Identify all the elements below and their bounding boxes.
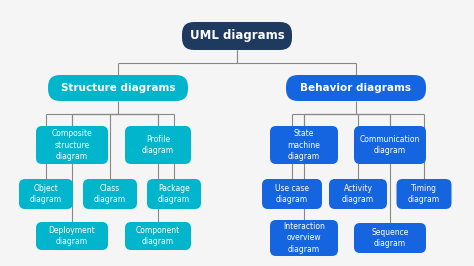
- Text: Timing
diagram: Timing diagram: [408, 184, 440, 204]
- FancyBboxPatch shape: [125, 222, 191, 250]
- Text: Object
diagram: Object diagram: [30, 184, 62, 204]
- Text: State
machine
diagram: State machine diagram: [288, 129, 320, 161]
- Text: Structure diagrams: Structure diagrams: [61, 83, 175, 93]
- Text: Use case
diagram: Use case diagram: [275, 184, 309, 204]
- FancyBboxPatch shape: [48, 75, 188, 101]
- FancyBboxPatch shape: [125, 126, 191, 164]
- FancyBboxPatch shape: [36, 222, 108, 250]
- FancyBboxPatch shape: [354, 223, 426, 253]
- FancyBboxPatch shape: [270, 220, 338, 256]
- Text: Behavior diagrams: Behavior diagrams: [301, 83, 411, 93]
- FancyBboxPatch shape: [147, 179, 201, 209]
- Text: Class
diagram: Class diagram: [94, 184, 126, 204]
- Text: Deployment
diagram: Deployment diagram: [49, 226, 95, 246]
- FancyBboxPatch shape: [83, 179, 137, 209]
- Text: Profile
diagram: Profile diagram: [142, 135, 174, 155]
- FancyBboxPatch shape: [270, 126, 338, 164]
- Text: Composite
structure
diagram: Composite structure diagram: [52, 129, 92, 161]
- Text: UML diagrams: UML diagrams: [190, 30, 284, 43]
- Text: Activity
diagram: Activity diagram: [342, 184, 374, 204]
- Text: Package
diagram: Package diagram: [158, 184, 190, 204]
- FancyBboxPatch shape: [19, 179, 73, 209]
- Text: Component
diagram: Component diagram: [136, 226, 180, 246]
- FancyBboxPatch shape: [182, 22, 292, 50]
- FancyBboxPatch shape: [396, 179, 452, 209]
- FancyBboxPatch shape: [354, 126, 426, 164]
- Text: Sequence
diagram: Sequence diagram: [371, 228, 409, 248]
- Text: Interaction
overview
diagram: Interaction overview diagram: [283, 222, 325, 253]
- FancyBboxPatch shape: [286, 75, 426, 101]
- FancyBboxPatch shape: [262, 179, 322, 209]
- FancyBboxPatch shape: [329, 179, 387, 209]
- Text: Communication
diagram: Communication diagram: [360, 135, 420, 155]
- FancyBboxPatch shape: [36, 126, 108, 164]
